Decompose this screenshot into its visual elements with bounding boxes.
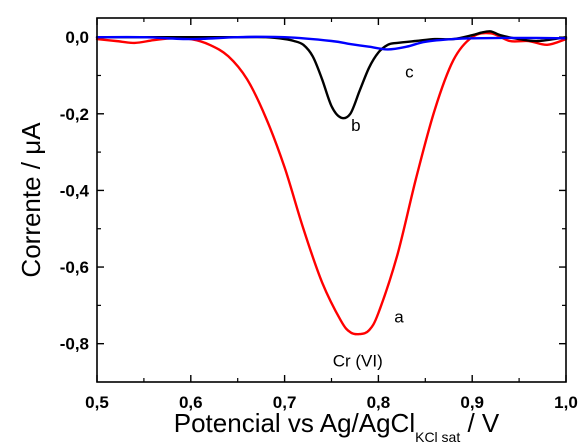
x-axis-label-subscript: KCl sat xyxy=(415,429,460,445)
y-axis-label: Corrente / μA xyxy=(16,122,46,278)
annotations-layer: a b c Cr (VI) xyxy=(333,62,414,370)
tick-labels-layer: 0,5 0,6 0,7 0,8 0,9 1,0 0,0 -0,2 -0,4 -0,6 -0,8 xyxy=(60,28,578,412)
plot-frame xyxy=(96,17,567,383)
annotation-label: Cr (VI) xyxy=(333,352,383,371)
annotation-label: a xyxy=(394,308,404,327)
series-line-blue xyxy=(95,35,568,51)
series-line-red xyxy=(95,31,568,336)
y-tick-label: -0,2 xyxy=(60,105,89,124)
y-tick-label: -0,6 xyxy=(60,258,89,277)
x-tick-label: 0,5 xyxy=(85,393,109,412)
x-axis-label: Potencial vs Ag/AgClKCl sat / V xyxy=(174,408,500,445)
annotation-label: b xyxy=(351,116,360,135)
x-tick-label: 0,7 xyxy=(273,393,297,412)
y-tick-label: -0,8 xyxy=(60,335,89,354)
x-axis-label-unit: / V xyxy=(460,408,500,438)
annotation-label: c xyxy=(405,62,414,81)
x-tick-label: 0,8 xyxy=(367,393,391,412)
x-tick-label: 1,0 xyxy=(554,393,578,412)
x-tick-label: 0,9 xyxy=(460,393,484,412)
series-layer xyxy=(95,30,568,336)
x-tick-label: 0,6 xyxy=(179,393,203,412)
y-tick-label: -0,4 xyxy=(60,181,90,200)
series-line-black xyxy=(95,30,568,120)
y-tick-label: 0,0 xyxy=(65,28,89,47)
ticks-layer xyxy=(96,18,567,382)
x-axis-label-main: Potencial vs Ag/AgCl xyxy=(174,408,415,438)
